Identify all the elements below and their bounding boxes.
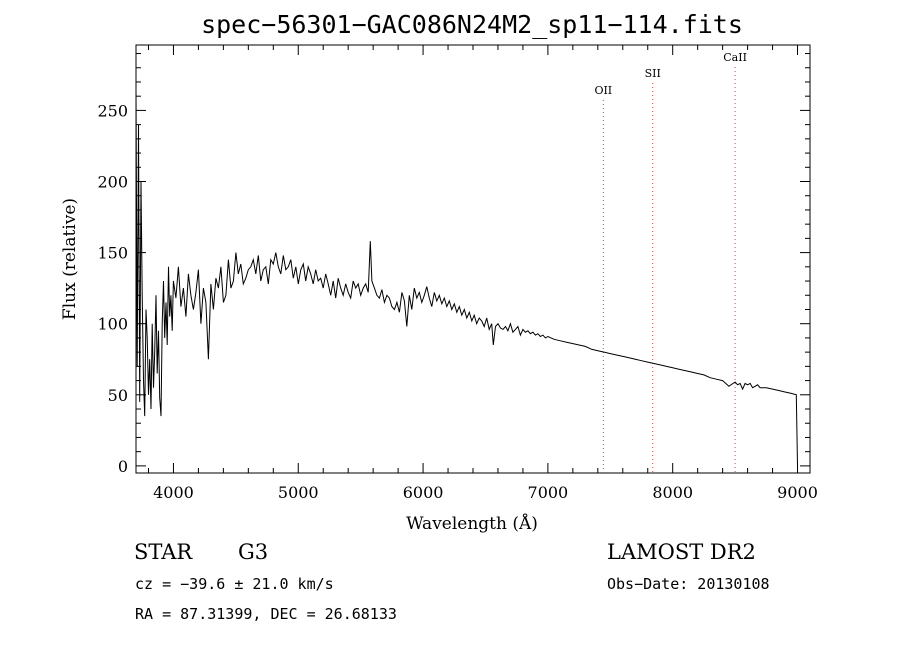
y-tick-label: 150 — [97, 244, 128, 263]
y-tick-label: 200 — [97, 173, 128, 192]
coordinates-text: RA = 87.31399, DEC = 26.68133 — [135, 605, 397, 623]
x-tick-label: 7000 — [528, 483, 569, 502]
redshift-text: cz = −39.6 ± 21.0 km/s — [135, 575, 334, 593]
x-tick-label: 8000 — [652, 483, 693, 502]
x-tick-label: 4000 — [153, 483, 194, 502]
object-subclass: G3 — [238, 540, 268, 564]
x-axis-label: Wavelength (Å) — [406, 513, 538, 534]
y-axis-ticks: 0 50 100 150 200 250 — [97, 53, 810, 476]
spectrum-line — [135, 89, 798, 466]
x-tick-label: 6000 — [403, 483, 444, 502]
x-tick-label: 5000 — [278, 483, 319, 502]
y-tick-label: 250 — [97, 101, 128, 120]
obs-date-text: Obs−Date: 20130108 — [607, 575, 770, 593]
line-marker-label: SII — [645, 67, 661, 80]
y-axis-label: Flux (relative) — [60, 198, 80, 320]
y-tick-label: 100 — [97, 315, 128, 334]
chart-title: spec−56301−GAC086N24M2_sp11−114.fits — [201, 10, 743, 39]
line-marker-label: OII — [594, 84, 612, 97]
object-class: STAR — [134, 540, 193, 564]
survey-name: LAMOST DR2 — [607, 540, 756, 564]
y-tick-label: 50 — [108, 386, 128, 405]
x-axis-ticks: 4000 5000 6000 7000 8000 9000 — [147, 45, 818, 502]
emission-line-markers: OII SII CaII — [594, 51, 747, 473]
line-marker-label: CaII — [723, 51, 747, 64]
y-tick-label: 0 — [118, 457, 128, 476]
x-tick-label: 9000 — [777, 483, 818, 502]
